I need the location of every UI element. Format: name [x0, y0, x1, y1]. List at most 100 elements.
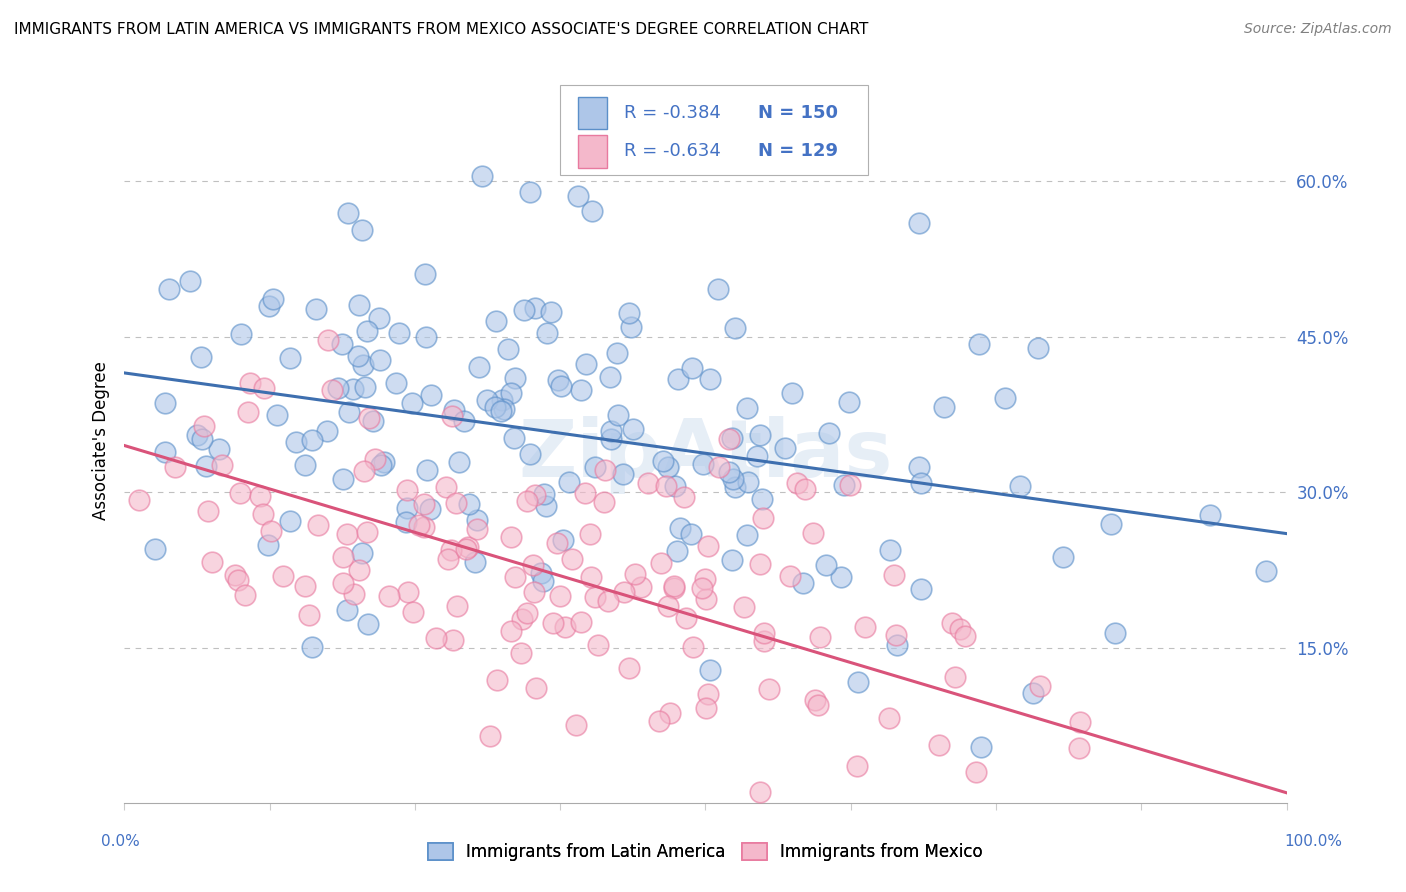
Point — [337, 405, 360, 419]
Point — [637, 476, 659, 491]
Point — [233, 588, 256, 602]
Point — [554, 620, 576, 634]
Point — [471, 169, 494, 183]
Point — [561, 552, 583, 566]
Point — [681, 527, 703, 541]
Point — [807, 698, 830, 712]
Point — [692, 581, 714, 595]
Point — [724, 321, 747, 335]
Point — [1254, 564, 1277, 578]
Point — [717, 432, 740, 446]
Point — [779, 569, 801, 583]
Point — [370, 458, 392, 472]
Point — [735, 528, 758, 542]
Point — [457, 540, 479, 554]
Point — [1028, 679, 1050, 693]
Point — [193, 419, 215, 434]
Point — [735, 401, 758, 416]
Point — [546, 536, 568, 550]
Point — [224, 567, 246, 582]
Point — [567, 189, 589, 203]
Point — [655, 479, 678, 493]
Point — [547, 373, 569, 387]
Point — [346, 349, 368, 363]
Point — [606, 345, 628, 359]
Point — [707, 282, 730, 296]
Point — [447, 455, 470, 469]
Point — [425, 631, 447, 645]
Point — [332, 550, 354, 565]
Point — [395, 515, 418, 529]
Point — [792, 575, 814, 590]
Point — [619, 661, 641, 675]
Point — [419, 501, 441, 516]
Point — [657, 599, 679, 613]
Point — [586, 638, 609, 652]
Point — [536, 326, 558, 341]
Text: ZipAtlas: ZipAtlas — [519, 416, 893, 494]
Point — [257, 299, 280, 313]
Point — [652, 454, 675, 468]
Text: IMMIGRANTS FROM LATIN AMERICA VS IMMIGRANTS FROM MEXICO ASSOCIATE'S DEGREE CORRE: IMMIGRANTS FROM LATIN AMERICA VS IMMIGRA… — [14, 22, 869, 37]
Point — [446, 599, 468, 613]
Point — [253, 381, 276, 395]
Point — [681, 361, 703, 376]
Point — [1104, 626, 1126, 640]
Point — [143, 542, 166, 557]
Point — [845, 759, 868, 773]
Point — [513, 302, 536, 317]
Point — [401, 396, 423, 410]
Point — [208, 442, 231, 456]
Point — [569, 384, 592, 398]
FancyBboxPatch shape — [578, 135, 606, 168]
Point — [385, 376, 408, 391]
Point — [522, 558, 544, 572]
Point — [361, 414, 384, 428]
Point — [803, 526, 825, 541]
Point — [669, 521, 692, 535]
Point — [733, 600, 755, 615]
Point — [330, 337, 353, 351]
Point — [672, 490, 695, 504]
FancyBboxPatch shape — [578, 96, 606, 129]
Point — [620, 319, 643, 334]
Point — [596, 593, 619, 607]
Point — [718, 465, 741, 479]
Point — [194, 458, 217, 473]
Point — [782, 386, 804, 401]
Text: 100.0%: 100.0% — [1285, 834, 1343, 848]
Point — [419, 388, 441, 402]
Point — [301, 640, 323, 654]
Point — [648, 714, 671, 728]
Point — [434, 480, 457, 494]
Point — [665, 544, 688, 558]
Point — [352, 358, 374, 372]
Point — [519, 185, 541, 199]
Point — [467, 522, 489, 536]
Point — [834, 478, 856, 492]
Text: Source: ZipAtlas.com: Source: ZipAtlas.com — [1244, 22, 1392, 37]
Point — [453, 413, 475, 427]
Point — [692, 457, 714, 471]
Point — [1008, 479, 1031, 493]
Point — [593, 463, 616, 477]
Point — [558, 475, 581, 490]
Point — [415, 330, 437, 344]
Point — [1198, 508, 1220, 523]
Point — [412, 497, 434, 511]
Point — [260, 524, 283, 539]
Point — [666, 372, 689, 386]
Point — [695, 701, 717, 715]
Point — [707, 460, 730, 475]
Text: R = -0.384: R = -0.384 — [624, 103, 721, 122]
Point — [612, 467, 634, 482]
Point — [252, 508, 274, 522]
Point — [343, 587, 366, 601]
Point — [775, 442, 797, 456]
Point — [1067, 741, 1090, 756]
Point — [1022, 685, 1045, 699]
Point — [581, 203, 603, 218]
Point — [478, 729, 501, 743]
Point — [524, 301, 547, 316]
Point — [530, 566, 553, 580]
